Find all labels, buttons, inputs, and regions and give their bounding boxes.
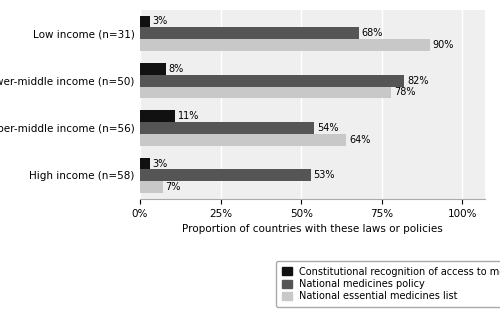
Text: 3%: 3%: [152, 159, 168, 169]
Text: 7%: 7%: [165, 182, 180, 192]
Text: 90%: 90%: [433, 40, 454, 50]
Text: 8%: 8%: [168, 64, 184, 74]
Bar: [140, 181, 162, 193]
Text: 82%: 82%: [407, 76, 428, 86]
Text: 78%: 78%: [394, 88, 415, 98]
Bar: [140, 15, 149, 27]
Legend: Constitutional recognition of access to medicines, National medicines policy, Na: Constitutional recognition of access to …: [276, 261, 500, 307]
Bar: [140, 158, 149, 169]
Bar: [140, 63, 166, 75]
Text: 53%: 53%: [314, 170, 335, 180]
Text: 54%: 54%: [316, 123, 338, 133]
Bar: [140, 39, 430, 51]
Text: 11%: 11%: [178, 111, 200, 121]
Bar: [140, 169, 311, 181]
Bar: [140, 122, 314, 134]
Bar: [140, 87, 392, 99]
Text: 68%: 68%: [362, 28, 383, 38]
Bar: [140, 75, 404, 87]
Text: 3%: 3%: [152, 16, 168, 26]
Bar: [140, 110, 175, 122]
Bar: [140, 27, 360, 39]
Text: 64%: 64%: [349, 135, 370, 145]
Bar: [140, 134, 346, 146]
X-axis label: Proportion of countries with these laws or policies: Proportion of countries with these laws …: [182, 224, 443, 234]
